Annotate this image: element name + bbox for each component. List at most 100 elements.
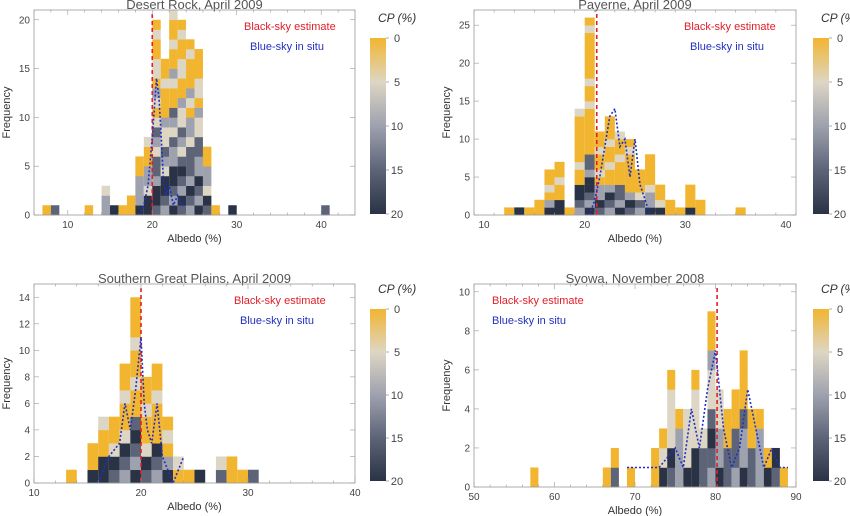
histogram-cell	[169, 97, 178, 108]
histogram-cell	[194, 136, 203, 147]
histogram-cell	[604, 154, 615, 163]
histogram-cell	[202, 205, 212, 216]
histogram-cell	[544, 199, 555, 208]
histogram-cell	[130, 416, 141, 431]
histogram-bar	[667, 369, 676, 488]
histogram-cell	[544, 169, 555, 178]
histogram-cell	[574, 184, 585, 193]
histogram-cell	[130, 337, 141, 351]
histogram-cell	[119, 363, 131, 378]
histogram-cell	[194, 166, 203, 177]
colorbar: 0 5 10 15 20 CP (%)	[813, 282, 850, 488]
histogram-cell	[624, 154, 635, 163]
histogram-cell	[544, 192, 555, 201]
histogram-cell	[143, 195, 153, 206]
histogram-cell	[731, 428, 740, 449]
histogram-cell	[87, 443, 99, 457]
histogram-cell	[574, 146, 585, 155]
histogram-cell	[160, 117, 170, 128]
x-axis-label: Albedo (%)	[608, 505, 662, 516]
histogram-cell	[614, 154, 625, 163]
histogram-cell	[169, 156, 178, 167]
colorbar-tick-label: 10	[391, 390, 403, 402]
histogram-cell	[87, 469, 99, 484]
histogram-cell	[162, 429, 174, 444]
histogram-bar	[683, 408, 692, 488]
histogram-cell	[101, 185, 111, 196]
y-tick-label: 10	[19, 346, 31, 357]
histogram-cell	[683, 467, 692, 488]
histogram-cell	[624, 139, 635, 147]
histogram-cell	[635, 184, 646, 193]
histogram-cell	[514, 207, 525, 216]
histogram-cell	[645, 154, 656, 163]
histogram-cell	[160, 88, 170, 99]
histogram-cell	[177, 39, 187, 50]
y-tick-label: 25	[459, 21, 471, 32]
histogram-cell	[169, 78, 178, 89]
histogram-cell	[574, 199, 585, 208]
histogram-cell	[186, 117, 195, 128]
x-tick-label: 30	[242, 488, 254, 499]
y-tick-label: 8	[464, 326, 470, 337]
histogram-cell	[160, 58, 170, 69]
histogram-cell	[143, 156, 153, 167]
histogram-cell	[160, 146, 170, 157]
histogram-cell	[186, 156, 195, 167]
histogram-cell	[151, 456, 163, 471]
histogram-cell	[594, 161, 605, 170]
histogram-cell	[651, 467, 660, 488]
histogram-cell	[152, 117, 161, 128]
histogram-cell	[152, 58, 161, 69]
histogram-cell	[723, 408, 732, 429]
histogram-cell	[50, 205, 60, 216]
histogram-cell	[707, 389, 716, 410]
legend-black-sky-estimate: Black-sky estimate	[234, 295, 326, 307]
histogram-cell	[707, 428, 716, 449]
histogram-cell	[160, 107, 170, 118]
histogram-cell	[739, 428, 748, 449]
histogram-cell	[731, 389, 740, 410]
histogram-cell	[675, 408, 684, 429]
histogram-cell	[177, 97, 187, 108]
histogram-cell	[584, 78, 595, 87]
y-tick-label: 8	[24, 372, 30, 383]
histogram-cell	[584, 207, 595, 216]
histogram-cell	[98, 443, 109, 457]
colorbar-tick-label: 20	[834, 476, 846, 488]
histogram-cell	[108, 469, 120, 484]
histogram-cell	[604, 161, 615, 170]
histogram-cell	[98, 429, 109, 444]
histogram-cell	[645, 199, 656, 208]
histogram-cell	[186, 97, 195, 108]
histogram-cell	[108, 416, 120, 431]
histogram-cell	[152, 88, 161, 99]
histogram-cell	[177, 195, 187, 206]
histogram-cell	[160, 166, 170, 177]
legend-blue-sky-in-situ: Blue-sky in situ	[240, 315, 314, 327]
histogram-cell	[594, 199, 605, 208]
histogram-cell	[169, 117, 178, 128]
histogram-cell	[691, 447, 700, 468]
histogram-cell	[169, 175, 178, 187]
histogram-cell	[141, 456, 152, 471]
histogram-cell	[141, 376, 152, 391]
histogram-cell	[186, 127, 195, 138]
histogram-cell	[151, 376, 163, 391]
y-tick-label: 15	[19, 64, 31, 75]
histogram-cell	[160, 156, 170, 167]
colorbar-tick-label: 0	[837, 33, 843, 45]
histogram-cell	[691, 369, 700, 390]
plot-frame	[33, 9, 356, 216]
histogram-cell	[194, 49, 203, 60]
legend-blue-sky-in-situ: Blue-sky in situ	[690, 41, 764, 53]
histogram-cell	[604, 131, 615, 140]
histogram-cell	[186, 205, 195, 216]
histogram-cell	[118, 205, 127, 216]
colorbar-tick-label: 10	[834, 121, 846, 133]
y-tick-label: 20	[459, 59, 471, 70]
histogram-cell	[173, 456, 184, 471]
colorbar-tick-label: 0	[837, 304, 843, 316]
histogram-cell	[699, 447, 708, 468]
histogram-cell	[604, 169, 615, 178]
